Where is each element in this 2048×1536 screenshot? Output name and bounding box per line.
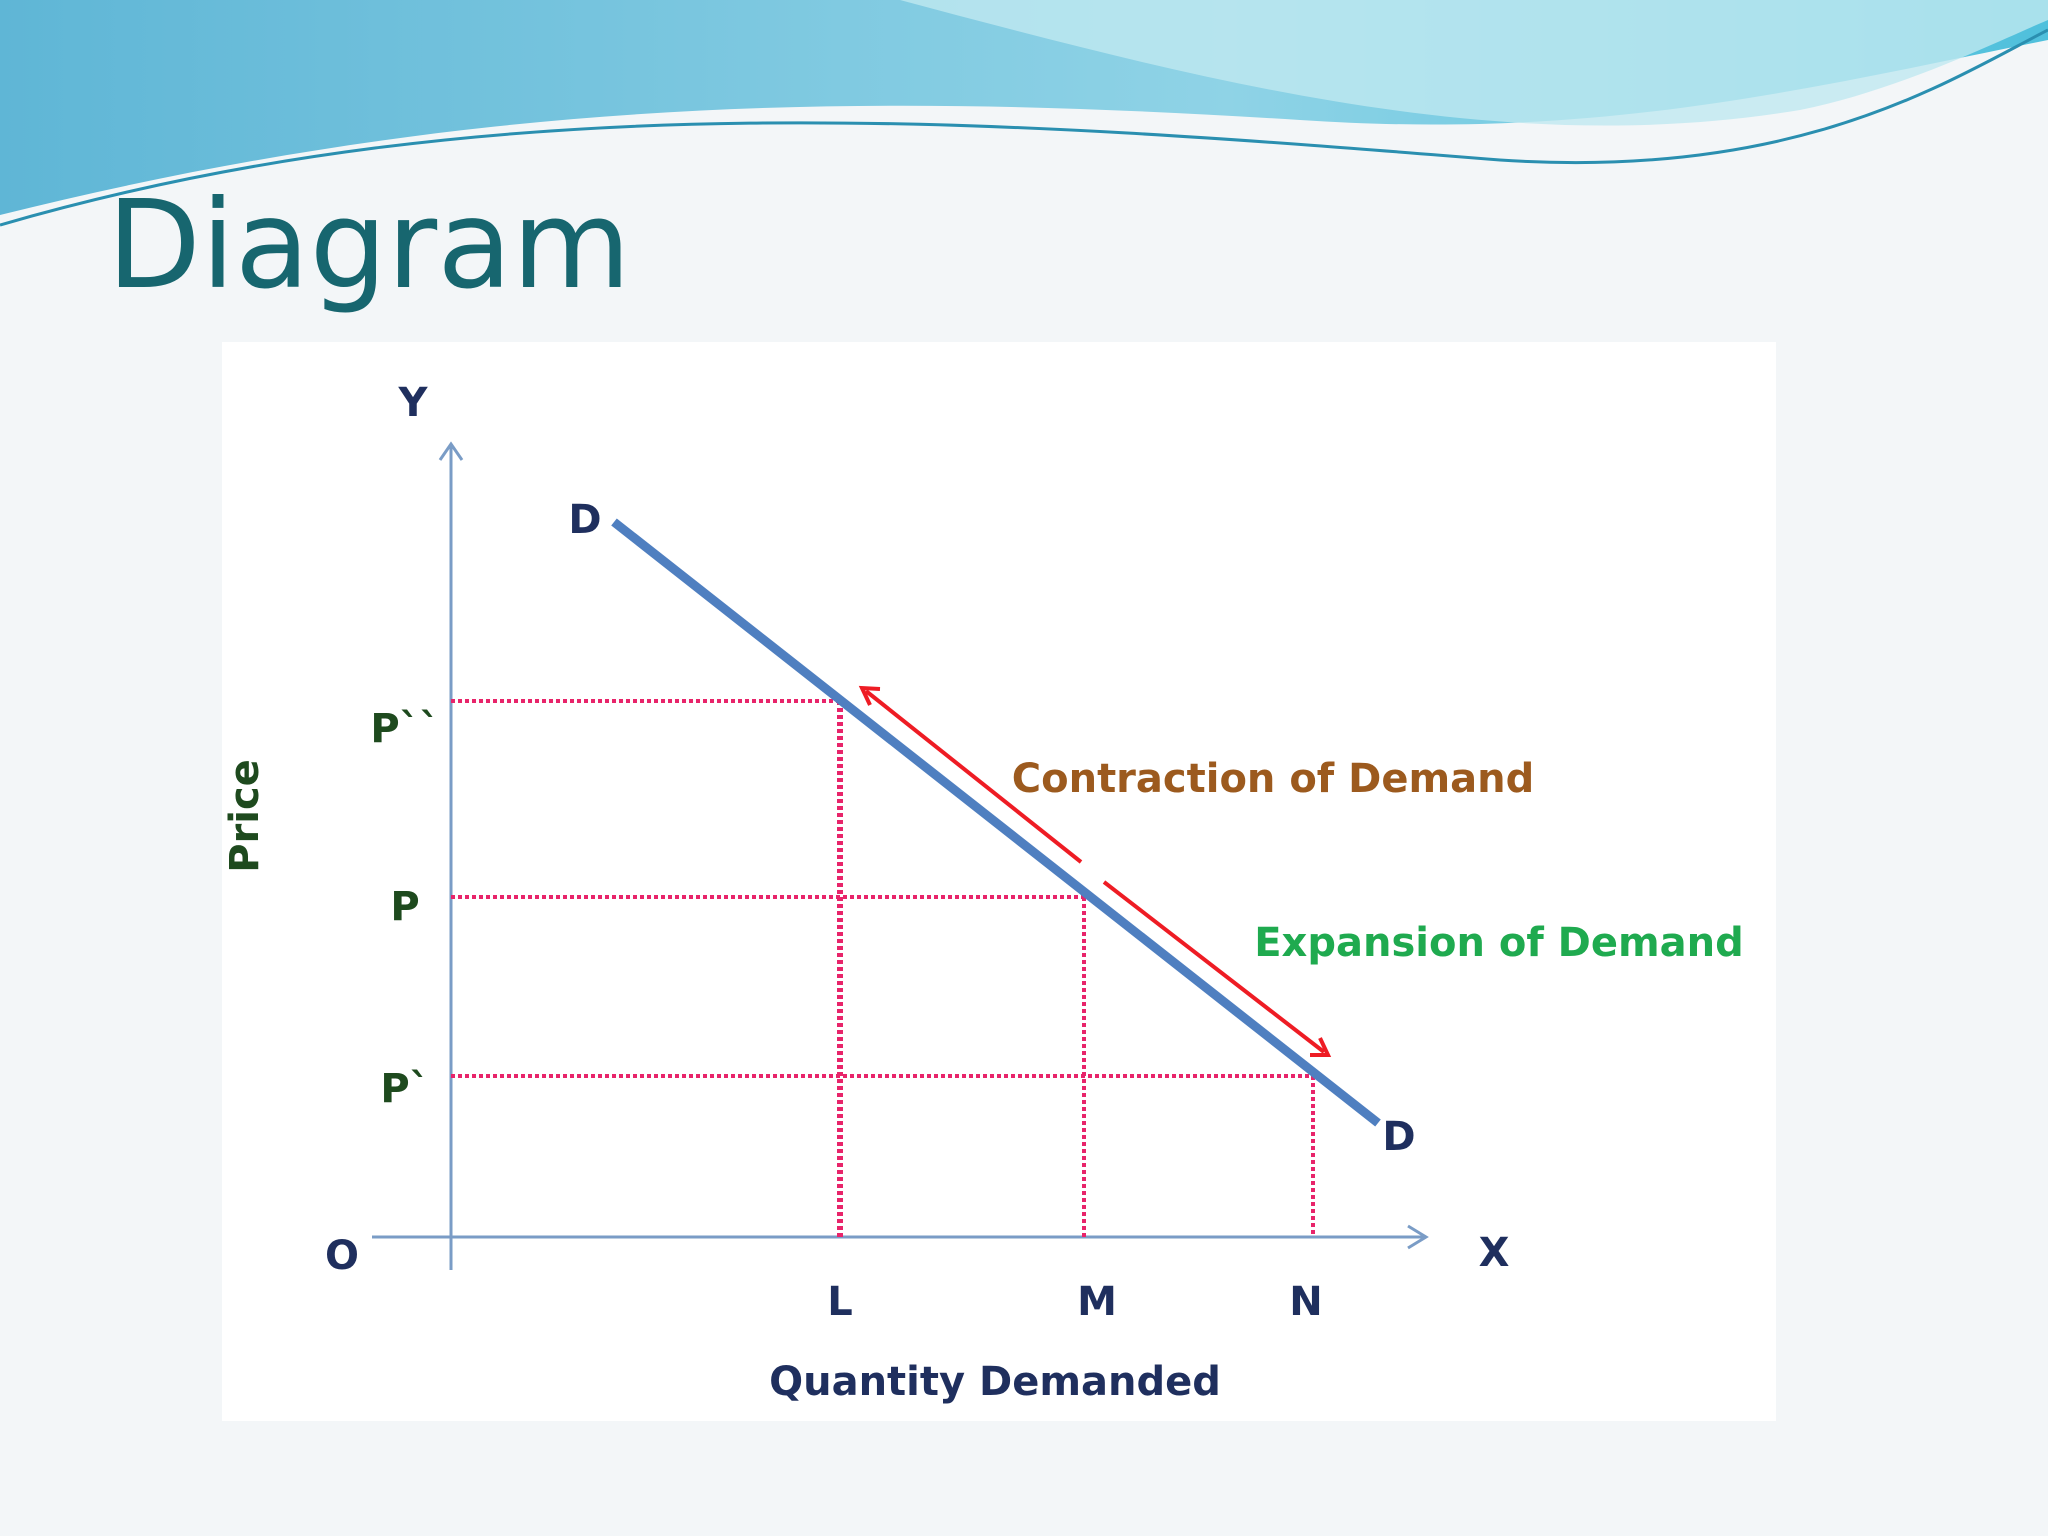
price-level-label: P	[390, 884, 419, 930]
origin-label: O	[325, 1233, 359, 1279]
x-axis-arrow	[1407, 1224, 1429, 1250]
header-line	[0, 28, 2048, 227]
curve-label: D	[1382, 1114, 1415, 1160]
guide-lines	[451, 699, 1315, 1237]
header-wave-light	[900, 0, 2048, 126]
price-level-label: P`	[380, 1066, 429, 1112]
contraction-arrow	[864, 689, 1083, 864]
x-axis-title: Quantity Demanded	[769, 1359, 1221, 1405]
curve-label: D	[568, 497, 601, 543]
quantity-level-label: M	[1077, 1279, 1117, 1325]
diagram-panel	[222, 342, 1776, 1421]
arrow-head	[858, 685, 881, 706]
arrow-head	[1310, 1037, 1332, 1057]
price-level-label: P``	[370, 706, 439, 752]
x-axis-label: X	[1479, 1230, 1510, 1276]
expansion-arrow	[1102, 880, 1326, 1054]
diagram: Y X O Price Quantity Demanded D D P`` P …	[222, 380, 1744, 1405]
y-axis-title: Price	[222, 759, 268, 873]
y-axis-label: Y	[398, 380, 429, 426]
slide-title: Diagram	[107, 174, 631, 316]
y-axis-arrow	[438, 441, 464, 461]
quantity-level-label: L	[827, 1279, 853, 1325]
quantity-level-label: N	[1289, 1279, 1322, 1325]
demand-curve	[611, 518, 1381, 1127]
expansion-label: Expansion of Demand	[1254, 920, 1744, 966]
contraction-label: Contraction of Demand	[1012, 756, 1535, 802]
